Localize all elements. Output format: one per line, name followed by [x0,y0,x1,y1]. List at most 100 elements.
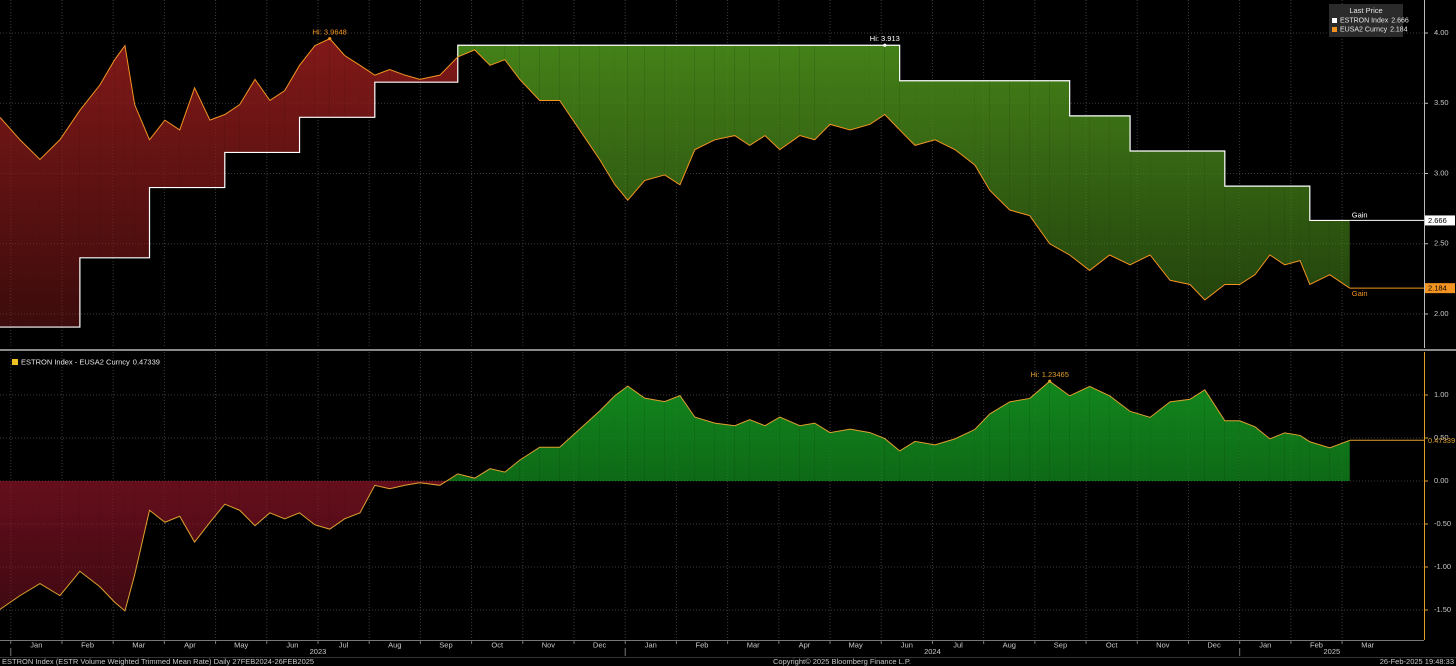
spread-fill [314,38,330,118]
spread-fill [1255,426,1270,481]
spread-fill [1069,386,1090,481]
legend-swatch [1332,27,1337,32]
spread-fill [849,429,870,481]
end-label: Gain [1352,210,1368,219]
spread-fill [124,45,135,258]
spread-fill [19,480,40,596]
legend-box [1329,4,1403,37]
spread-fill [989,80,1010,211]
spread-fill [359,65,375,118]
spread-fill [830,45,850,130]
x-tick-label: Sep [1054,640,1067,649]
y-tick-label: 1.00 [1434,390,1449,399]
series-line [0,38,1351,301]
spread-fill [284,480,300,519]
spread-fill [99,480,115,603]
spread-fill [1009,398,1030,481]
spread-fill [559,45,580,130]
x-tick-label: Mar [747,640,760,649]
legend-name: ESTRON Index - EUSA2 Curncy [21,357,130,366]
spread-fill [1204,151,1225,300]
spread-fill [504,460,520,481]
spread-fill [239,79,255,153]
spread-fill [490,45,505,66]
spread-fill [1189,389,1205,481]
spread-fill [224,480,240,511]
spread-fill [59,110,80,328]
spread-fill [114,45,125,258]
x-tick-label: Dec [1207,640,1221,649]
spread-fill [539,447,560,481]
spread-fill [830,429,850,481]
spread-fill [1089,115,1110,271]
price-tag-label: 2.666 [1428,216,1447,225]
spread-fill [644,45,665,181]
spread-fill [934,80,955,150]
spread-fill [764,45,780,150]
spread-fill [0,117,20,328]
spread-fill [884,438,900,481]
spread-fill [1029,381,1050,481]
spread-fill [134,480,150,575]
spread-fill [1309,220,1330,285]
spread-fill [1204,389,1225,481]
high-label: Hi: 3.9648 [313,28,347,37]
high-marker [883,43,887,47]
y-tick-label: 4.00 [1434,28,1449,37]
spread-fill [519,45,540,101]
spread-fill [1329,220,1350,289]
price-tag [1425,283,1455,294]
x-tick-label: Aug [1003,640,1016,649]
spread-fill [714,45,735,140]
spread-fill [299,480,315,525]
x-tick-label: Sep [439,640,452,649]
spread-fill [519,447,540,481]
y-tick-label: 2.50 [1434,239,1449,248]
spread-fill [899,441,916,481]
spread-fill [1170,399,1190,481]
spread-fill [934,438,955,481]
spread-fill [869,45,885,125]
legend-title: Last Price [1349,6,1382,15]
spread-fill [419,75,440,83]
spread-fill [374,480,390,489]
y-tick-label: 3.50 [1434,98,1449,107]
spread-fill [915,80,935,146]
y-tick-label: -1.50 [1434,605,1451,614]
x-tick-label: Jul [339,640,349,649]
spread-fill [239,480,255,526]
spread-fill [149,480,165,523]
legend-value: 2.184 [1390,26,1408,33]
spread-fill [614,386,628,481]
spread-fill [1224,420,1240,481]
spread-fill [1309,441,1330,481]
high-label: Hi: 1.23465 [1031,370,1069,379]
y-tick-label: -0.50 [1434,519,1451,528]
spread-fill [627,386,645,481]
spread-fill [1239,186,1256,285]
spread-fill [779,45,800,150]
spread-fill [39,139,60,328]
spread-fill [1269,186,1285,265]
spread-fill [884,45,900,130]
spread-fill [209,480,225,523]
x-tick-label: Dec [593,640,607,649]
price-tag-label: 0.47339 [1428,436,1455,445]
spread-fill [1069,115,1090,271]
spread-fill [814,423,831,481]
spread-fill [314,480,330,530]
spread-fill [1300,435,1310,481]
spread-fill [1009,80,1030,216]
spread-fill [599,45,615,185]
spread-fill [1269,432,1285,481]
x-tick-label: Oct [491,640,504,649]
spread-fill [974,80,990,191]
legend-value: 2.666 [1391,17,1409,24]
price-tag-label: 2.184 [1428,284,1447,293]
spread-fill [344,480,360,519]
spread-fill [954,80,975,166]
y-tick-label: 0.50 [1434,433,1449,442]
spread-fill [734,419,750,481]
x-tick-label: Mar [1361,640,1374,649]
